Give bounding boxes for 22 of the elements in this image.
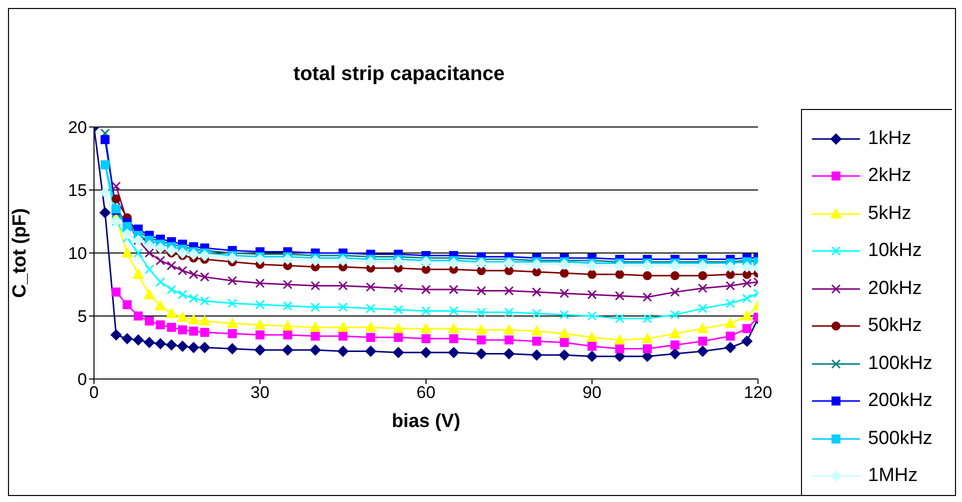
legend-label: 50kHz xyxy=(868,315,922,338)
legend-label: 2kHz xyxy=(868,165,912,188)
y-tick-label: 5 xyxy=(78,307,87,326)
x-tick-label: 60 xyxy=(416,383,436,402)
x-tick-label: 120 xyxy=(744,383,772,402)
legend-label: 20kHz xyxy=(868,278,922,300)
x-tick-label: 30 xyxy=(250,383,270,402)
y-tick-label: 0 xyxy=(78,370,87,390)
chart-title: total strip capacitance xyxy=(292,63,506,86)
y-tick-label: 20 xyxy=(68,118,87,138)
legend-label: 1MHz xyxy=(868,465,918,488)
x-axis-title: bias (V) xyxy=(392,411,460,432)
y-axis-title: C_tot (pF) xyxy=(10,208,31,298)
x-tick-label: 90 xyxy=(582,383,602,402)
legend-label: 500kHz xyxy=(868,428,932,450)
legend-label: 5kHz xyxy=(868,202,912,225)
legend-label: 100kHz xyxy=(868,352,932,375)
legend-label: 10kHz xyxy=(868,240,922,262)
y-tick-label: 10 xyxy=(68,244,87,264)
legend-label: 200kHz xyxy=(868,390,932,412)
y-tick-label: 15 xyxy=(68,181,87,200)
legend-label: 1kHz xyxy=(868,128,912,150)
